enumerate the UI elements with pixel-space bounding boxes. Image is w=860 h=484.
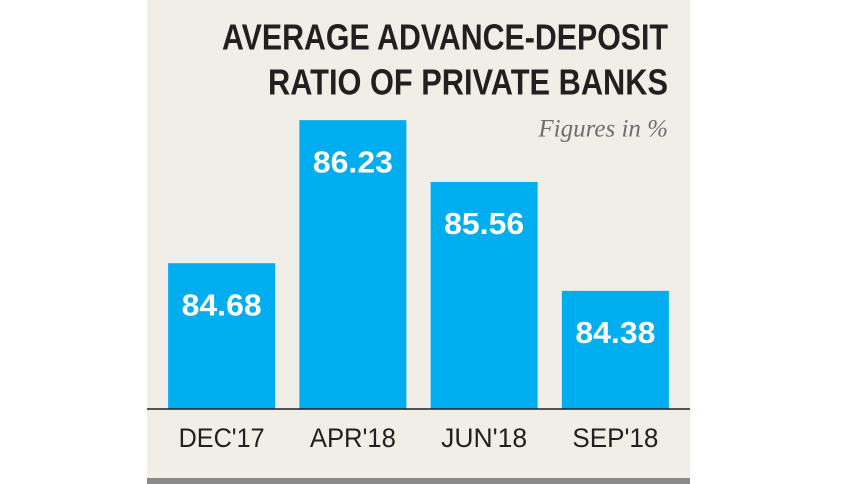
value-label: 86.23	[313, 144, 393, 179]
value-label: 85.56	[444, 206, 524, 241]
bar	[168, 263, 276, 409]
value-label: 84.68	[182, 287, 262, 322]
x-tick-label: APR'18	[310, 423, 396, 453]
chart-title: AVERAGE ADVANCE-DEPOSIT	[222, 17, 668, 58]
x-tick-label: DEC'17	[179, 423, 265, 453]
x-tick-label: JUN'18	[441, 423, 527, 453]
bar	[561, 290, 669, 409]
panel-footer	[147, 478, 690, 484]
x-tick-label: SEP'18	[572, 423, 658, 453]
bar	[299, 120, 407, 409]
value-label: 84.38	[575, 315, 655, 350]
bar	[430, 181, 538, 409]
chart-subtitle: Figures in %	[537, 116, 668, 143]
chart-title: RATIO OF PRIVATE BANKS	[268, 62, 668, 103]
